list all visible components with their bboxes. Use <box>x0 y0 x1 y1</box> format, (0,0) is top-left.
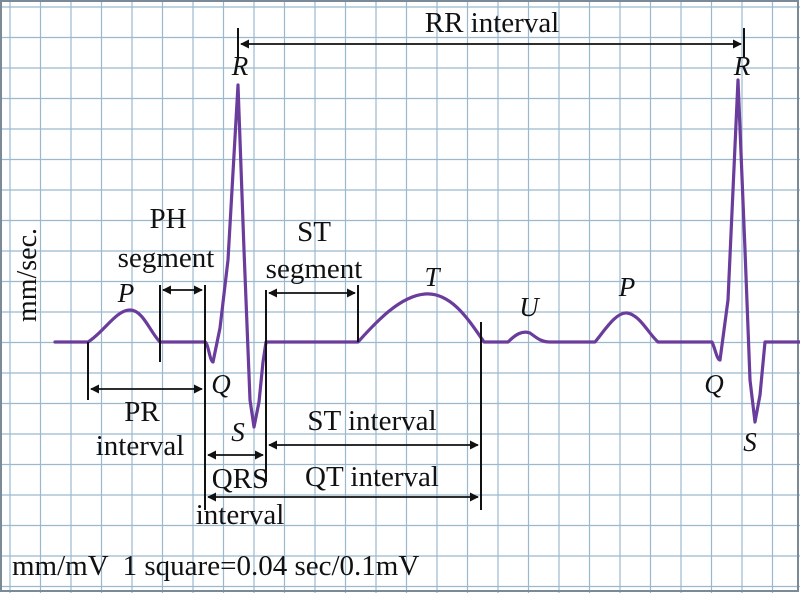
ecg-trace <box>53 78 800 429</box>
interval-arrows <box>90 39 742 502</box>
st-segment-label-line1: ST <box>297 216 331 248</box>
pr-interval-label-line1: PR <box>124 396 160 428</box>
axis-unit-label: mm/sec. <box>12 228 43 322</box>
wave-label-q1: Q <box>211 369 231 399</box>
pr-interval-label-line2: interval <box>96 430 185 462</box>
ph-segment-label-line1: PH <box>149 203 186 235</box>
wave-label-p1: P <box>117 278 135 308</box>
wave-label-u: U <box>519 292 540 322</box>
qrs-interval-label-line2: interval <box>196 499 285 531</box>
wave-label-s2: S <box>743 427 757 457</box>
st-interval-label: ST interval <box>307 405 436 437</box>
boundary-lines <box>87 28 745 510</box>
ph-segment-label-line2: segment <box>118 242 215 274</box>
rr-interval-label: RR interval <box>425 7 560 39</box>
wave-label-s1: S <box>231 417 245 447</box>
qt-interval-label: QT interval <box>305 461 439 493</box>
st-segment-label-line2: segment <box>266 253 363 285</box>
wave-label-r2: R <box>733 51 751 81</box>
wave-label-q2: Q <box>704 369 724 399</box>
wave-label-t: T <box>424 262 441 292</box>
scale-footer: mm/mV 1 square=0.04 sec/0.1mV <box>12 550 419 582</box>
wave-label-r1: R <box>231 51 249 81</box>
wave-label-p2: P <box>618 272 636 302</box>
qrs-interval-label-line1: QRS <box>212 463 268 495</box>
